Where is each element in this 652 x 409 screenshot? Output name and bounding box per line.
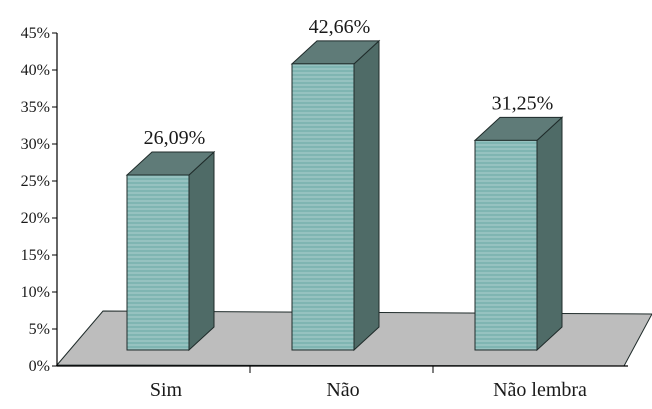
- y-tick-label: 30%: [21, 136, 50, 153]
- y-tick-label: 45%: [21, 25, 50, 42]
- y-tick-label: 25%: [21, 173, 50, 190]
- bar-texture: [475, 140, 537, 350]
- y-tick-label: 0%: [29, 358, 50, 375]
- data-label: 31,25%: [492, 92, 554, 114]
- bar-side-não-lembra: [536, 116, 563, 352]
- y-tick-label: 35%: [21, 99, 50, 116]
- y-tick-label: 40%: [21, 62, 50, 79]
- bar-side-sim: [188, 150, 215, 352]
- y-tick-label: 10%: [21, 284, 50, 301]
- y-tick-label: 20%: [21, 210, 50, 227]
- category-label: Não lembra: [493, 379, 587, 401]
- bar-texture: [292, 64, 354, 350]
- y-tick-label: 15%: [21, 247, 50, 264]
- y-tick-label: 5%: [29, 321, 50, 338]
- data-label: 26,09%: [144, 127, 206, 149]
- bar-texture: [127, 175, 189, 350]
- bar-side-não: [353, 39, 380, 352]
- category-label: Não: [326, 379, 359, 401]
- data-label: 42,66%: [309, 16, 371, 38]
- category-label: Sim: [150, 379, 183, 401]
